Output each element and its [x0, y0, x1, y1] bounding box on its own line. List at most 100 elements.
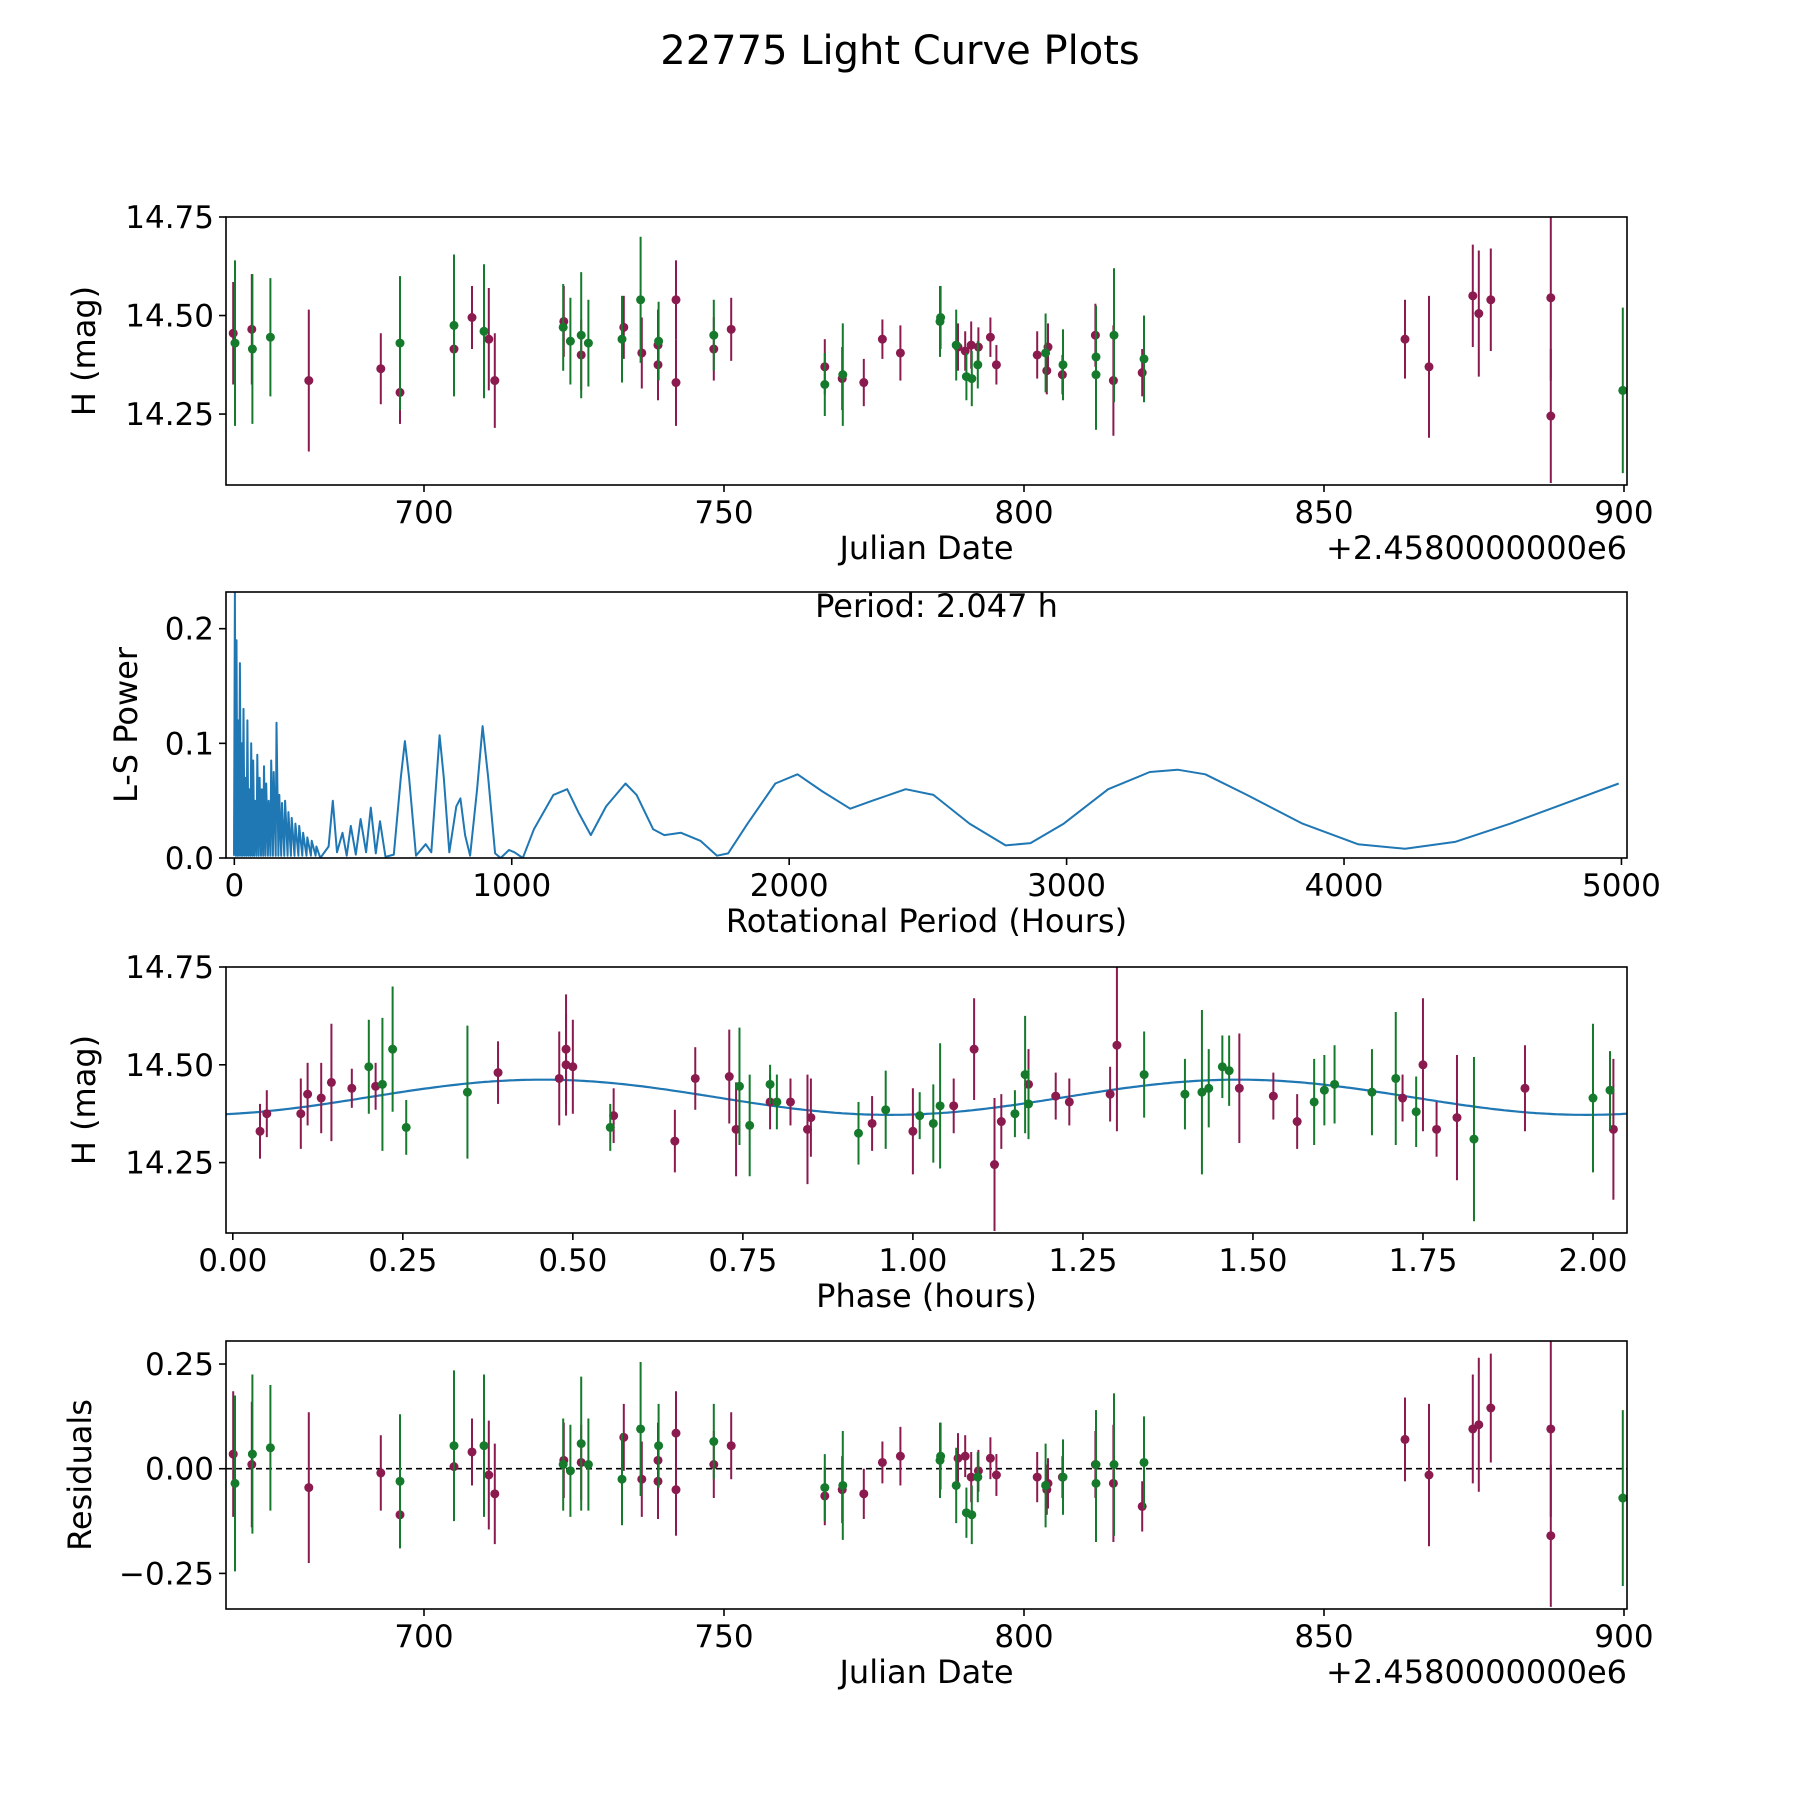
x-tick-label: 800: [994, 1619, 1053, 1655]
periodogram-panel: 0 1000 2000 3000 4000 5000 0.0 0.1 0.2 Rotational…: [107, 587, 1661, 940]
data-point-purple: [1474, 309, 1484, 319]
data-point-green: [617, 334, 627, 344]
data-point-green: [734, 1081, 744, 1091]
data-point-green: [265, 1443, 275, 1453]
data-point-purple: [316, 1093, 326, 1103]
data-point-purple: [1546, 1424, 1556, 1434]
data-point-purple: [1051, 1091, 1061, 1101]
data-point-purple: [726, 1441, 736, 1451]
data-point-purple: [326, 1077, 336, 1087]
data-point-green: [973, 360, 983, 370]
data-point-green: [395, 1476, 405, 1486]
residuals-plot-area: [226, 1341, 1627, 1607]
data-point-purple: [1234, 1083, 1244, 1093]
data-point-green: [1391, 1073, 1401, 1083]
data-point-purple: [1452, 1113, 1462, 1123]
x-tick-label: 3000: [1027, 868, 1106, 904]
data-point-purple: [1546, 411, 1556, 421]
data-point-purple: [262, 1109, 272, 1119]
y-tick-label: 14.25: [125, 397, 214, 433]
data-point-purple: [1032, 1472, 1042, 1482]
data-point-green: [636, 295, 646, 305]
x-axis-label: Julian Date: [837, 529, 1013, 567]
data-point-green: [1010, 1109, 1020, 1119]
data-point-green: [247, 1449, 257, 1459]
data-point-green: [1109, 330, 1119, 340]
data-point-purple: [859, 1489, 869, 1499]
x-tick-label: 1.00: [878, 1243, 947, 1279]
data-point-green: [401, 1122, 411, 1132]
data-point-green: [479, 326, 489, 336]
data-point-purple: [347, 1083, 357, 1093]
data-point-purple: [1432, 1124, 1442, 1134]
data-point-purple: [1486, 1403, 1496, 1413]
data-point-green: [583, 338, 593, 348]
data-point-green: [1024, 1099, 1034, 1109]
y-tick-label: −0.25: [119, 1556, 214, 1592]
data-point-purple: [1520, 1083, 1530, 1093]
data-point-green: [558, 1460, 568, 1470]
data-point-purple: [1424, 1470, 1434, 1480]
data-point-purple: [859, 378, 869, 388]
data-point-green: [967, 374, 977, 384]
periodogram-line: [233, 592, 1620, 858]
phase-plot-area: [226, 967, 1627, 1232]
data-point-purple: [908, 1126, 918, 1136]
x-tick-label: 750: [694, 495, 753, 531]
data-point-green: [772, 1097, 782, 1107]
x-tick-label: 1.50: [1218, 1243, 1287, 1279]
data-point-green: [820, 1483, 830, 1493]
figure-title: 22775 Light Curve Plots: [660, 28, 1140, 74]
data-point-green: [388, 1044, 398, 1054]
data-point-purple: [1137, 1501, 1147, 1511]
data-point-green: [881, 1105, 891, 1115]
y-axis-label: Residuals: [61, 1399, 99, 1551]
data-point-green: [265, 332, 275, 342]
data-point-green: [1139, 354, 1149, 364]
data-point-purple: [255, 1126, 265, 1136]
data-point-purple: [785, 1097, 795, 1107]
data-point-green: [1041, 348, 1051, 358]
data-point-purple: [1137, 368, 1147, 378]
data-point-green: [951, 1480, 961, 1490]
x-tick-label: 0.75: [708, 1243, 777, 1279]
data-point-purple: [568, 1062, 578, 1072]
data-point-green: [364, 1062, 374, 1072]
y-axis-label: H (mag): [65, 286, 103, 416]
x-axis-label: Rotational Period (Hours): [726, 902, 1127, 940]
data-point-purple: [304, 376, 314, 386]
data-point-purple: [969, 1044, 979, 1054]
data-point-purple: [670, 1136, 680, 1146]
data-point-purple: [376, 364, 386, 374]
data-point-green: [462, 1087, 472, 1097]
data-point-purple: [1400, 1434, 1410, 1444]
data-point-purple: [1400, 334, 1410, 344]
periodogram-axes-frame: [225, 591, 1628, 859]
y-tick-label: 0.25: [145, 1347, 214, 1383]
y-tick-label: 14.75: [125, 950, 214, 986]
data-point-green: [765, 1079, 775, 1089]
x-tick-label: 750: [694, 1619, 753, 1655]
data-point-purple: [619, 322, 629, 332]
fitted-model-curve: [226, 1078, 1627, 1116]
y-tick-label: 0.2: [165, 612, 214, 648]
data-point-green: [838, 1480, 848, 1490]
data-point-green: [636, 1424, 646, 1434]
data-point-green: [617, 1474, 627, 1484]
data-point-green: [1180, 1089, 1190, 1099]
x-tick-label: 0: [224, 868, 244, 904]
x-tick-label: 700: [394, 495, 453, 531]
data-point-purple: [867, 1118, 877, 1128]
data-point-purple: [1424, 362, 1434, 372]
x-tick-label: 5000: [1582, 868, 1661, 904]
data-point-green: [1058, 360, 1068, 370]
data-point-green: [951, 340, 961, 350]
x-tick-label: 850: [1294, 495, 1353, 531]
y-tick-label: 14.50: [125, 1048, 214, 1084]
data-point-purple: [671, 1485, 681, 1495]
data-point-green: [479, 1441, 489, 1451]
data-point-purple: [1608, 1124, 1618, 1134]
y-tick-label: 14.75: [125, 200, 214, 236]
x-tick-label: 0.25: [368, 1243, 437, 1279]
data-point-green: [1224, 1066, 1234, 1076]
